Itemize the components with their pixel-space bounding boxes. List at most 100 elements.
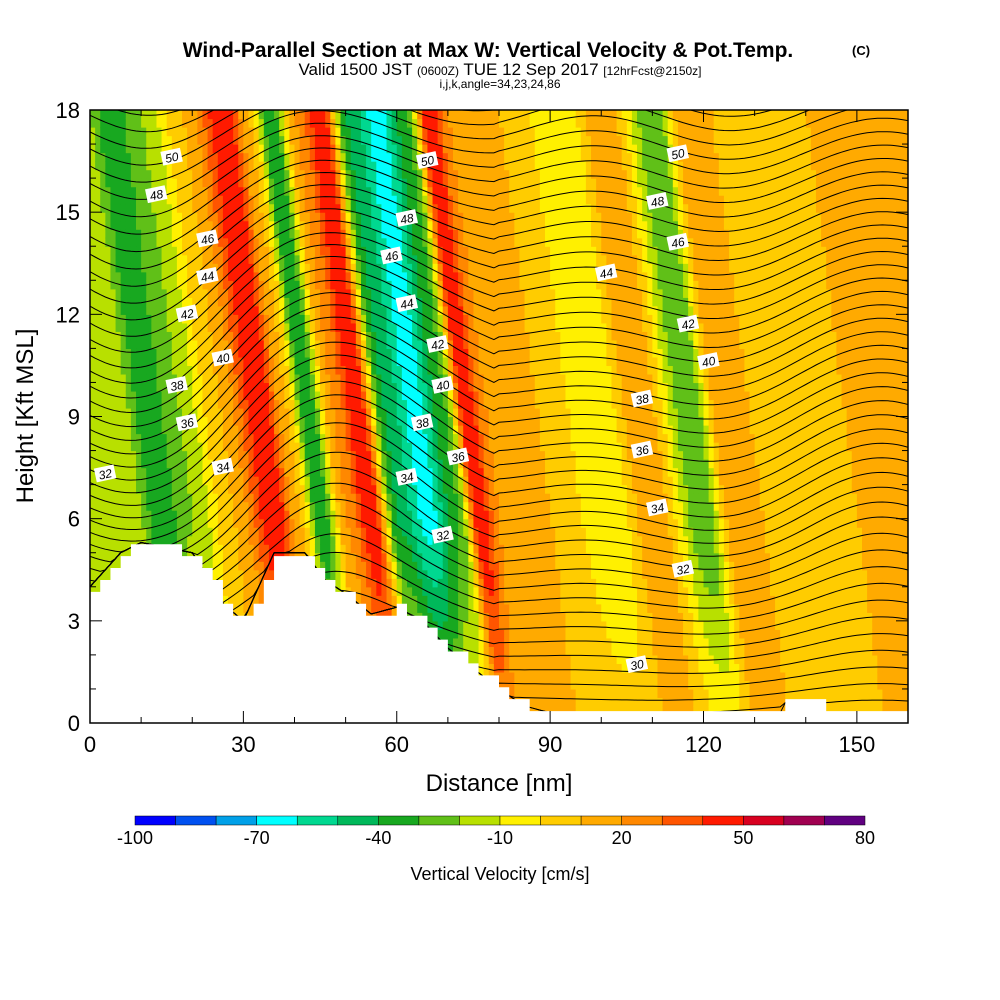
velocity-cell bbox=[130, 382, 137, 392]
velocity-cell bbox=[340, 586, 347, 596]
velocity-cell bbox=[263, 552, 270, 562]
velocity-cell bbox=[355, 544, 362, 554]
velocity-cell bbox=[105, 544, 112, 554]
velocity-cell bbox=[212, 527, 219, 537]
velocity-cell bbox=[217, 246, 224, 256]
velocity-cell bbox=[320, 331, 326, 341]
velocity-cell bbox=[330, 399, 336, 409]
velocity-cell bbox=[406, 365, 413, 375]
velocity-cell bbox=[376, 442, 383, 452]
velocity-cell bbox=[90, 510, 96, 520]
velocity-cell bbox=[309, 246, 316, 256]
velocity-cell bbox=[161, 144, 168, 154]
velocity-cell bbox=[350, 373, 357, 384]
velocity-cell bbox=[335, 169, 342, 179]
velocity-cell bbox=[284, 399, 290, 409]
velocity-cell bbox=[345, 442, 352, 452]
velocity-cell bbox=[366, 135, 372, 145]
velocity-cell bbox=[355, 322, 362, 332]
velocity-cell bbox=[130, 297, 137, 307]
velocity-cell bbox=[268, 254, 275, 264]
velocity-cell bbox=[90, 178, 96, 188]
velocity-cell bbox=[437, 322, 444, 332]
velocity-cell bbox=[125, 339, 132, 349]
velocity-cell bbox=[386, 416, 393, 426]
velocity-cell bbox=[156, 254, 163, 264]
velocity-cell bbox=[156, 203, 163, 213]
velocity-cell bbox=[340, 459, 347, 469]
velocity-cell bbox=[100, 484, 106, 494]
velocity-cell bbox=[309, 510, 316, 520]
velocity-cell bbox=[386, 144, 393, 154]
velocity-cell bbox=[350, 237, 357, 247]
velocity-cell bbox=[110, 348, 117, 358]
velocity-cell bbox=[115, 518, 122, 528]
velocity-cell bbox=[406, 127, 413, 137]
velocity-cell bbox=[156, 527, 163, 537]
velocity-cell bbox=[325, 535, 331, 545]
velocity-cell bbox=[90, 288, 96, 298]
velocity-cell bbox=[115, 467, 122, 477]
velocity-cell bbox=[197, 169, 204, 179]
velocity-cell bbox=[355, 186, 362, 196]
velocity-cell bbox=[335, 493, 342, 503]
velocity-cell bbox=[187, 390, 193, 401]
velocity-cell bbox=[115, 476, 122, 486]
velocity-cell bbox=[253, 399, 260, 409]
velocity-cell bbox=[238, 203, 244, 213]
velocity-cell bbox=[95, 331, 101, 341]
velocity-cell bbox=[320, 254, 326, 264]
velocity-cell bbox=[437, 314, 444, 324]
velocity-cell bbox=[314, 203, 321, 213]
velocity-cell bbox=[350, 144, 357, 154]
velocity-cell bbox=[406, 535, 413, 545]
velocity-cell bbox=[335, 178, 342, 188]
velocity-cell bbox=[406, 595, 413, 605]
velocity-cell bbox=[427, 425, 434, 435]
velocity-cell bbox=[253, 476, 260, 486]
velocity-cell bbox=[258, 493, 265, 503]
velocity-cell bbox=[125, 314, 132, 324]
velocity-cell bbox=[386, 433, 393, 443]
velocity-cell bbox=[422, 212, 429, 222]
velocity-cell bbox=[355, 595, 362, 605]
velocity-cell bbox=[166, 288, 173, 298]
velocity-cell bbox=[386, 442, 393, 452]
velocity-cell bbox=[299, 535, 306, 545]
velocity-cell bbox=[366, 271, 372, 281]
velocity-cell bbox=[299, 288, 306, 298]
velocity-cell bbox=[233, 493, 239, 503]
velocity-cell bbox=[284, 527, 290, 537]
velocity-cell bbox=[345, 467, 352, 477]
velocity-cell bbox=[314, 195, 321, 205]
velocity-cell bbox=[437, 305, 444, 315]
velocity-cell bbox=[115, 263, 122, 273]
velocity-cell bbox=[401, 348, 408, 358]
velocity-cell bbox=[345, 118, 352, 128]
velocity-cell bbox=[146, 510, 152, 520]
velocity-cell bbox=[161, 195, 168, 205]
velocity-cell bbox=[284, 493, 290, 503]
velocity-cell bbox=[228, 178, 234, 188]
velocity-cell bbox=[401, 493, 408, 503]
velocity-cell bbox=[371, 433, 377, 443]
velocity-cell bbox=[182, 433, 188, 443]
velocity-cell bbox=[222, 416, 229, 426]
velocity-cell bbox=[412, 399, 418, 409]
velocity-cell bbox=[171, 220, 178, 230]
velocity-cell bbox=[95, 263, 101, 273]
velocity-cell bbox=[268, 416, 275, 426]
velocity-cell bbox=[228, 169, 234, 179]
velocity-cell bbox=[412, 118, 418, 128]
velocity-cell bbox=[294, 271, 301, 281]
velocity-cell bbox=[391, 382, 398, 392]
velocity-cell bbox=[279, 467, 285, 477]
velocity-cell bbox=[263, 510, 270, 520]
velocity-cell bbox=[192, 135, 198, 145]
velocity-cell bbox=[391, 237, 398, 247]
velocity-cell bbox=[171, 510, 178, 520]
velocity-cell bbox=[386, 152, 393, 162]
velocity-cell bbox=[340, 535, 347, 545]
velocity-cell bbox=[274, 271, 280, 281]
velocity-cell bbox=[412, 263, 418, 273]
